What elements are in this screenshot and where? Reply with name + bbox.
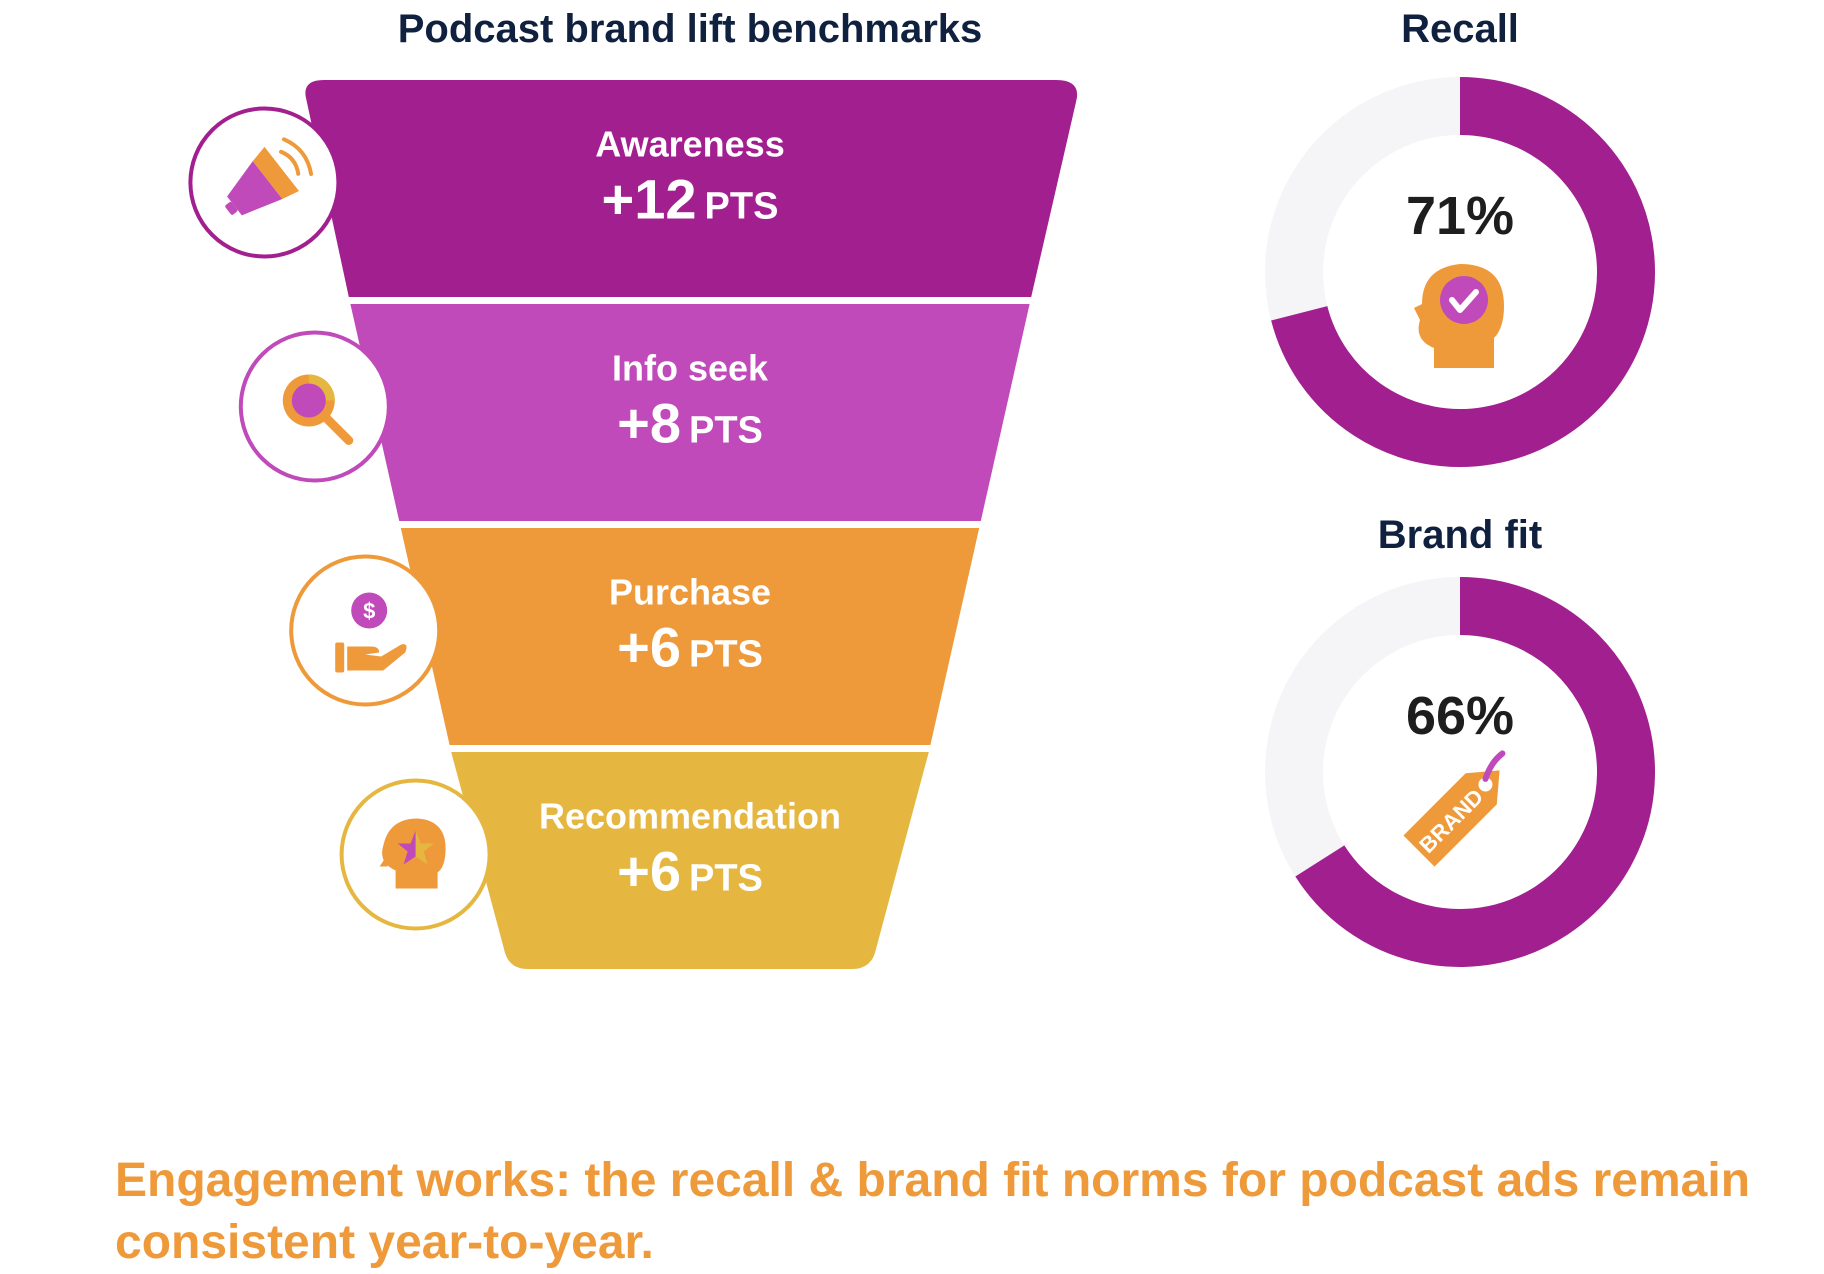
funnel-value-number: +6 [617,616,681,679]
magnifier-icon [282,374,354,445]
funnel-value-unit: PTS [689,634,763,676]
funnel-label: Recommendation [539,796,841,837]
donut-charts: Recall 71% Brand fit 66%BRAND [1265,7,1655,967]
donut-value-label: 66% [1406,686,1514,746]
funnel-value-unit: PTS [705,186,779,228]
caption: Engagement works: the recall & brand fit… [115,1154,1751,1269]
head-check-icon [1414,264,1504,368]
funnel-value-number: +6 [617,840,681,903]
funnel-label: Purchase [609,572,771,613]
funnel-band-purchase [400,528,980,745]
donut-value-label: 71% [1406,186,1514,246]
funnel-value-unit: PTS [689,858,763,900]
donut-value-arc [1295,577,1655,967]
megaphone-icon [225,137,314,216]
funnel-icon-circle [289,554,442,707]
hand-coin-icon: $ [335,592,407,673]
head-star-icon [379,818,446,889]
funnel-value-number: +12 [602,168,697,231]
funnel-label: Info seek [612,348,769,389]
brand-tag-icon: BRAND [1403,750,1506,867]
dollar-sign: $ [363,599,375,624]
funnel-label: Awareness [595,124,784,165]
funnel-value: +12 PTS [602,168,779,231]
funnel-value: +6 PTS [617,616,763,679]
funnel-value: +6 PTS [617,840,763,903]
funnel-band-awareness [305,80,1078,297]
funnel-band-recommendation [451,752,929,969]
funnel-value-unit: PTS [689,410,763,452]
donut-recall: Recall 71% [1265,7,1655,467]
funnel-band-info-seek [350,304,1030,521]
donut-title: Recall [1401,7,1519,51]
funnel-chart: Podcast brand lift benchmarks Awareness+1… [188,7,1078,969]
funnel-value: +8 PTS [617,392,763,455]
funnel-title: Podcast brand lift benchmarks [398,7,983,51]
donut-title: Brand fit [1378,513,1542,557]
funnel-value-number: +8 [617,392,681,455]
donut-brand-fit: Brand fit 66%BRAND [1265,513,1655,967]
donut-value-arc [1271,77,1655,467]
